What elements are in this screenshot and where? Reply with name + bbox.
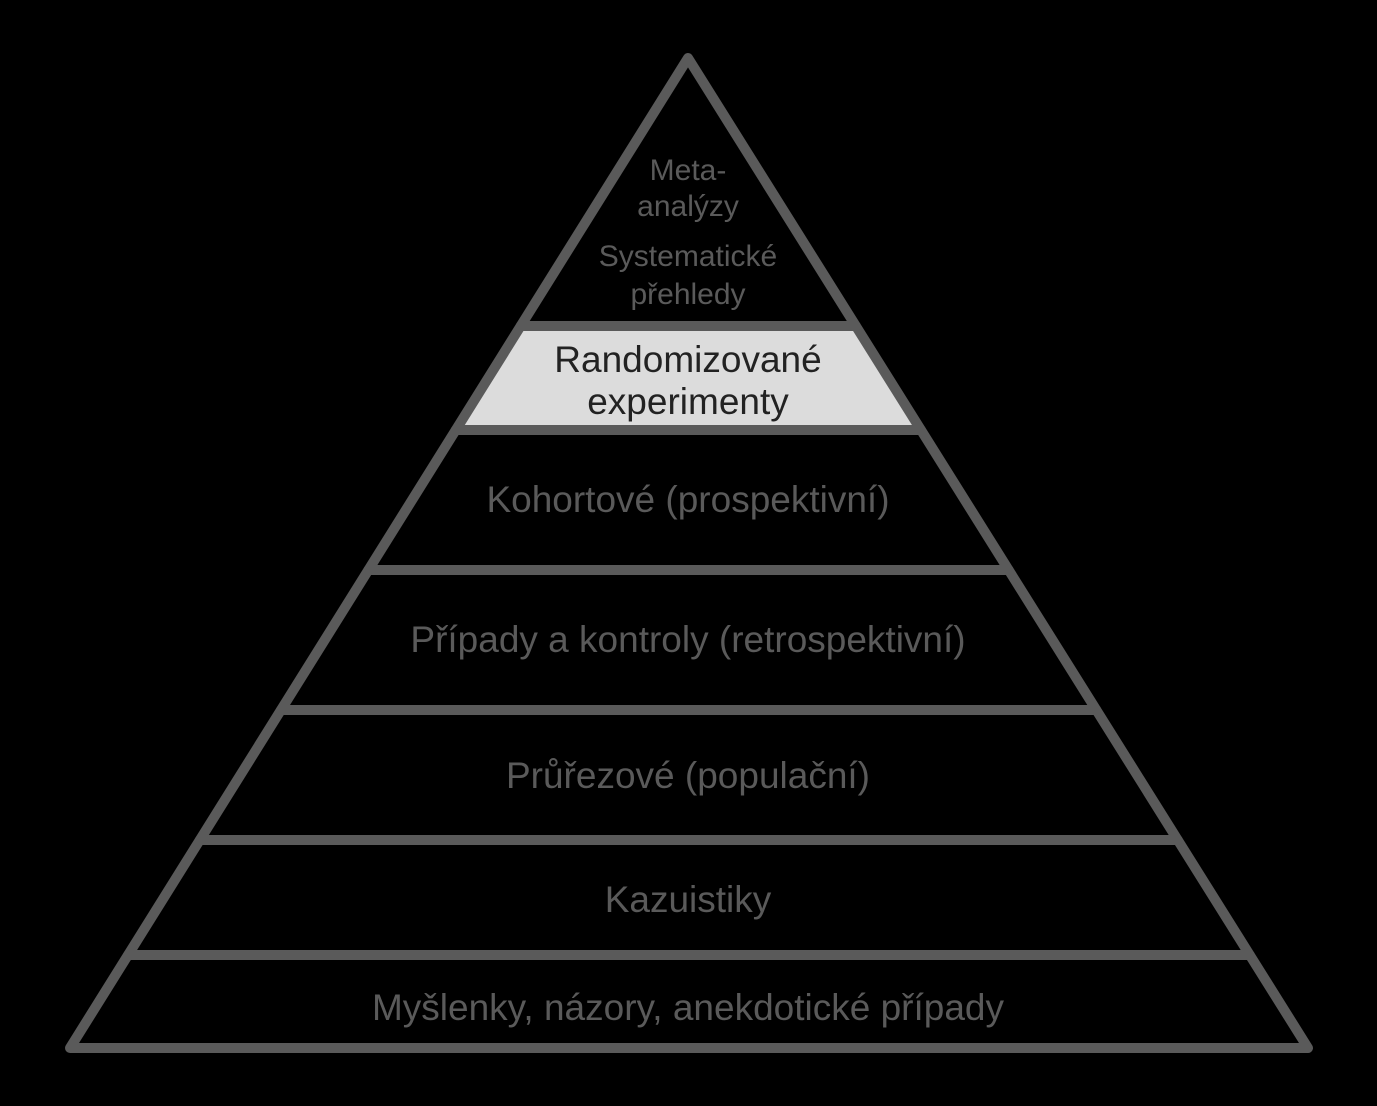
- pyramid-level-meta-label: Systematické: [599, 240, 777, 273]
- pyramid-level-anecdotal-label: Myšlenky, názory, anekdotické případy: [372, 987, 1005, 1028]
- pyramid-level-meta-label: analýzy: [637, 190, 739, 223]
- pyramid-level-cohort-label: Kohortové (prospektivní): [486, 479, 889, 520]
- pyramid-level-meta-label: Meta-: [650, 154, 727, 187]
- pyramid-level-randomized-label: experimenty: [587, 381, 789, 422]
- pyramid-level-meta-label: přehledy: [630, 278, 745, 311]
- pyramid-level-randomized-label: Randomizované: [554, 339, 821, 380]
- pyramid-level-case-reports-label: Kazuistiky: [605, 879, 772, 920]
- evidence-pyramid: Meta-analýzy Systematické přehledy Randomiz…: [0, 0, 1377, 1106]
- pyramid-level-case-control-label: Případy a kontroly (retrospektivní): [410, 619, 965, 660]
- pyramid-level-cross-sectional-label: Průřezové (populační): [506, 755, 870, 796]
